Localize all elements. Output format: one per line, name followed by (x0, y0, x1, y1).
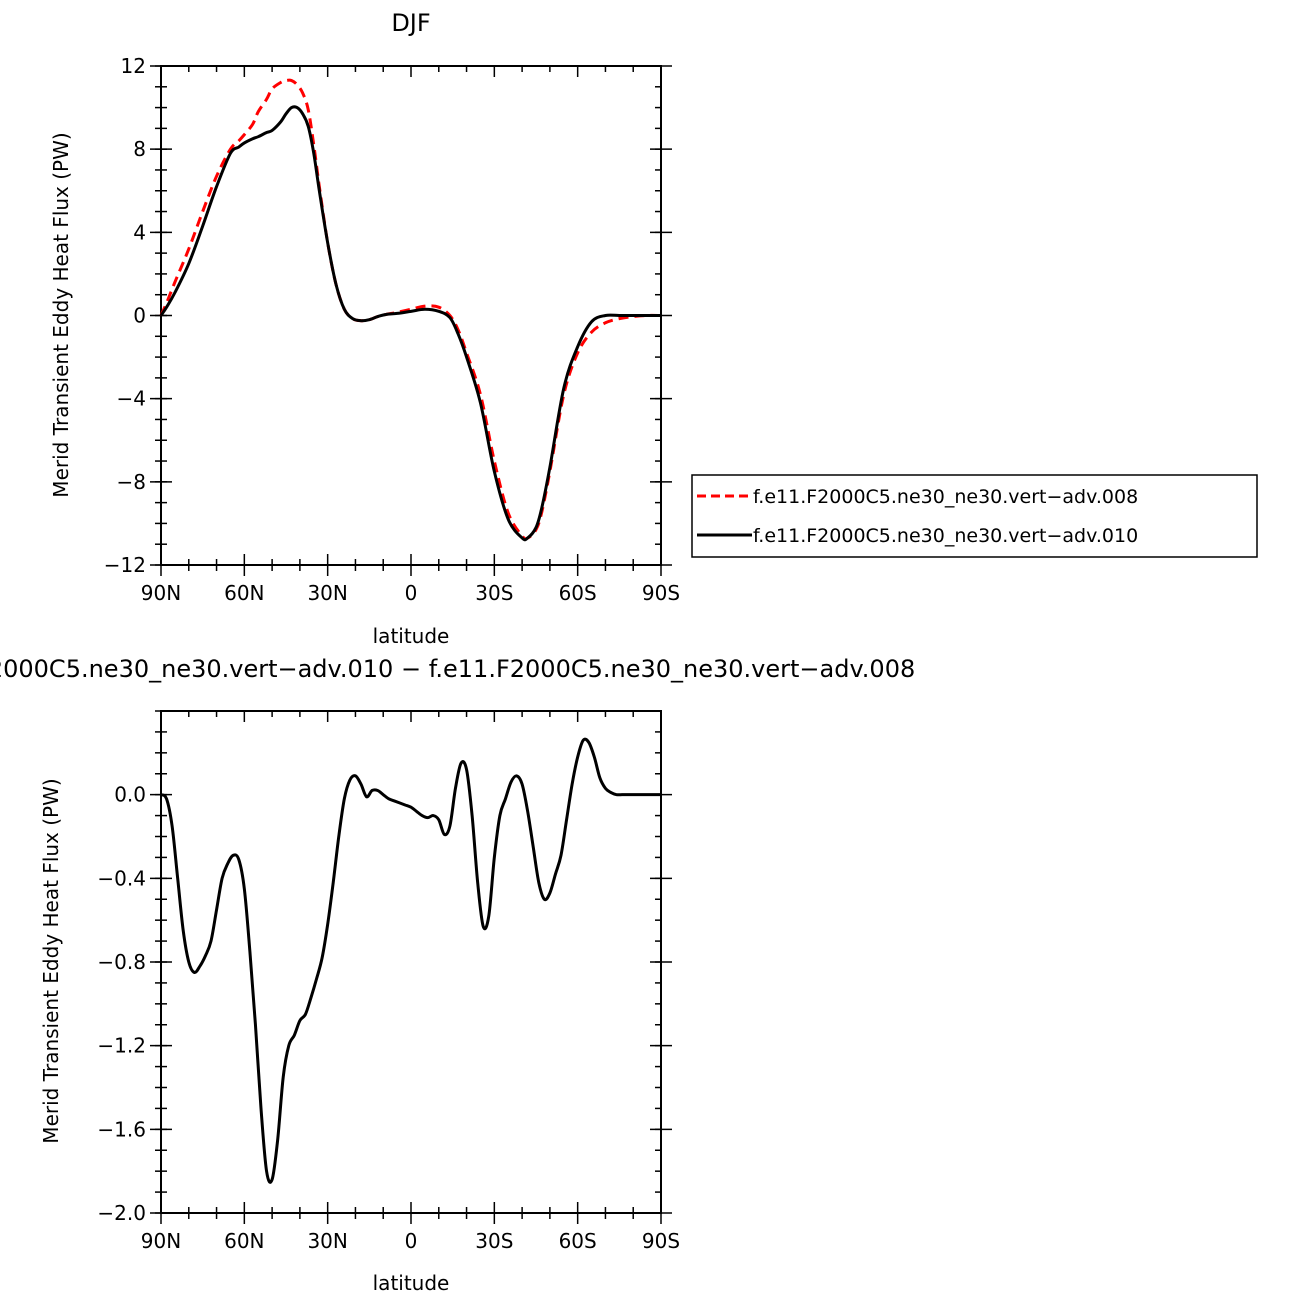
top-y-tick-label: 12 (121, 54, 146, 78)
legend-label-008: f.e11.F2000C5.ne30_ne30.vert−adv.008 (753, 486, 1138, 508)
top-y-axis-title: Merid Transient Eddy Heat Flux (PW) (49, 132, 73, 497)
top-y-tick-label: −8 (117, 470, 146, 494)
bottom-chart-title: f.e11.F2000C5.ne30_ne30.vert−adv.010 − f… (0, 655, 915, 683)
top-x-tick-label: 90N (141, 581, 181, 605)
bottom-series-line-0 (160, 737, 661, 1184)
top-x-tick-label: 30N (307, 581, 347, 605)
top-x-tick-label: 60S (559, 581, 597, 605)
top-chart-series (159, 78, 662, 542)
top-series-line-1 (159, 105, 661, 542)
bottom-y-tick-label: −1.6 (97, 1117, 146, 1141)
legend: f.e11.F2000C5.ne30_ne30.vert−adv.008 f.e… (691, 474, 1258, 558)
top-plot-frame (160, 65, 662, 566)
top-y-tick-label: 8 (133, 137, 146, 161)
top-y-tick-label: −4 (117, 387, 146, 411)
top-y-tick-label: 0 (133, 304, 146, 328)
bottom-x-tick-label: 0 (405, 1229, 418, 1253)
bottom-x-tick-label: 90N (141, 1229, 181, 1253)
legend-label-010: f.e11.F2000C5.ne30_ne30.vert−adv.010 (753, 525, 1138, 547)
top-chart-axes: 90N 60N 30N 0 30S 60S 90S 12 8 4 0 −4 −8 −12 (104, 54, 680, 605)
bottom-chart-series (160, 737, 661, 1184)
bottom-plot-frame (160, 710, 662, 1214)
bottom-y-tick-label: 0.0 (114, 783, 146, 807)
bottom-x-tick-label: 60N (224, 1229, 264, 1253)
bottom-y-tick-label: −1.2 (97, 1034, 146, 1058)
top-x-tick-label: 0 (405, 581, 418, 605)
top-y-tick-label: 4 (133, 220, 146, 244)
top-chart-panel: DJF 90N 60N 30N 0 30S 60S 90S 12 8 4 0 −4 −8 −12 lati… (49, 9, 680, 648)
bottom-x-tick-label: 90S (642, 1229, 680, 1253)
top-x-axis-title: latitude (373, 624, 450, 648)
bottom-y-tick-label: −2.0 (97, 1201, 146, 1225)
bottom-x-axis-title: latitude (373, 1271, 450, 1295)
bottom-y-tick-label: −0.8 (97, 950, 146, 974)
top-x-tick-label: 30S (475, 581, 513, 605)
legend-box (691, 474, 1258, 558)
top-x-tick-label: 90S (642, 581, 680, 605)
bottom-x-tick-label: 30N (307, 1229, 347, 1253)
top-x-tick-label: 60N (224, 581, 264, 605)
bottom-y-tick-label: −0.4 (97, 866, 146, 890)
bottom-x-tick-label: 30S (475, 1229, 513, 1253)
top-y-tick-label: −12 (104, 553, 146, 577)
bottom-chart-axes: 90N 60N 30N 0 30S 60S 90S 0.0 −0.4 −0.8 −1.2 −1.6 −2… (97, 710, 680, 1253)
bottom-chart-panel: f.e11.F2000C5.ne30_ne30.vert−adv.010 − f… (0, 655, 915, 1295)
top-chart-title: DJF (391, 9, 430, 37)
bottom-y-axis-title: Merid Transient Eddy Heat Flux (PW) (39, 778, 63, 1143)
bottom-x-tick-label: 60S (559, 1229, 597, 1253)
